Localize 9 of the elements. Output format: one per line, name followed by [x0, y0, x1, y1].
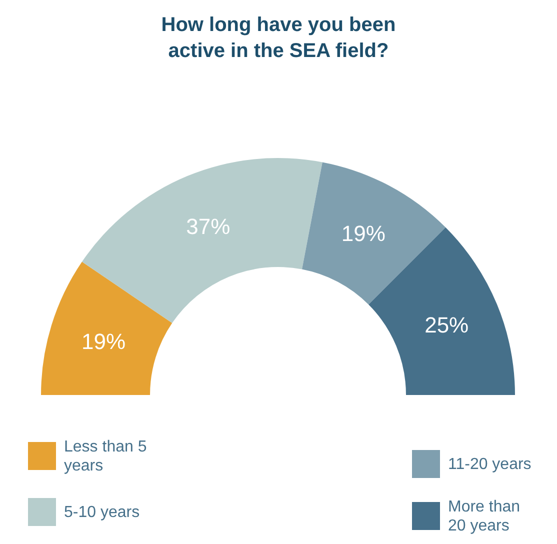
data-label: 37%: [186, 214, 230, 239]
data-label: 25%: [424, 312, 469, 338]
legend-label: 5-10 years: [64, 504, 140, 520]
chart-title: How long have you been active in the SEA field?: [160, 13, 397, 64]
data-label: 19%: [341, 221, 386, 246]
legend-label: More than 20 years: [448, 498, 520, 534]
data-label: 19%: [82, 328, 126, 354]
legend-label: Less than 5 years: [64, 438, 147, 474]
legend-label: 11-20 years: [448, 456, 532, 472]
